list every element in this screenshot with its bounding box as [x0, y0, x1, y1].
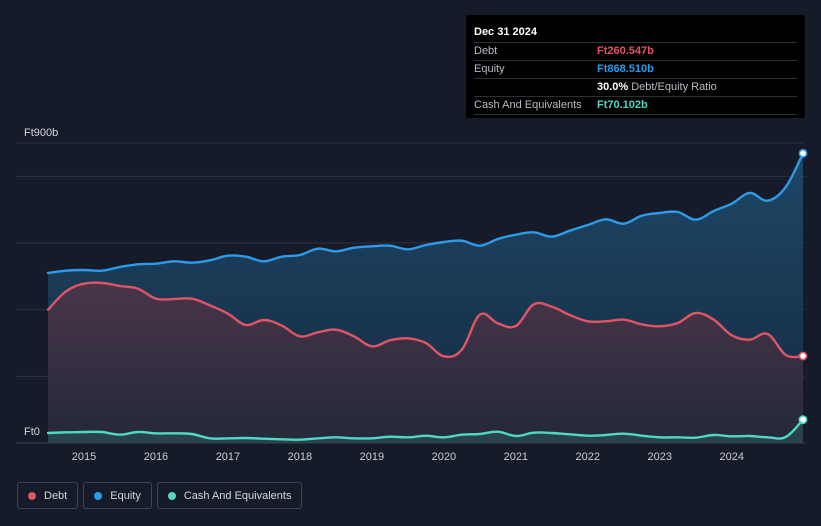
debt-area — [48, 282, 803, 443]
legend-item-equity[interactable]: Equity — [83, 482, 152, 509]
tooltip-debt-label: Debt — [474, 45, 498, 57]
cash-line — [46, 418, 805, 441]
tooltip-debt-value: Ft260.547b — [597, 45, 654, 57]
tooltip-row-equity: Equity Ft868.510b — [474, 60, 797, 78]
equity-dot-icon — [94, 491, 103, 500]
cash-end-marker — [798, 415, 808, 425]
end-markers — [798, 148, 808, 425]
x-tick-label: 2023 — [648, 451, 672, 463]
legend-debt-label: Debt — [44, 489, 68, 502]
debt-dot-icon — [28, 491, 36, 500]
cash-dot-icon — [167, 491, 176, 500]
tooltip-date: Dec 31 2024 — [474, 26, 537, 38]
x-tick-label: 2024 — [720, 451, 744, 463]
tooltip-equity-label: Equity — [474, 63, 505, 75]
legend-item-cash[interactable]: Cash And Equivalents — [156, 482, 303, 509]
legend-equity-label: Equity — [110, 489, 141, 502]
x-tick-label: 2022 — [576, 451, 600, 463]
tooltip-row-cash: Cash And Equivalents Ft70.102b — [474, 96, 797, 115]
tooltip-cash-value: Ft70.102b — [597, 99, 648, 111]
x-tick-label: 2016 — [144, 451, 168, 463]
equity-end-marker — [798, 148, 808, 158]
tooltip-ratio-value: 30.0% — [597, 81, 629, 93]
y-axis-top-label: Ft900b — [24, 127, 58, 139]
series-lines — [46, 152, 805, 441]
series-areas — [48, 153, 803, 444]
chart-legend: Debt Equity Cash And Equivalents — [17, 482, 307, 509]
cash-area — [48, 419, 803, 443]
y-axis-bottom-label: Ft0 — [24, 426, 40, 438]
x-tick-label: 2017 — [216, 451, 240, 463]
x-tick-label: 2019 — [360, 451, 384, 463]
legend-cash-label: Cash And Equivalents — [183, 489, 292, 502]
x-tick-label: 2015 — [72, 451, 96, 463]
debt-line — [46, 281, 805, 359]
legend-item-debt[interactable]: Debt — [17, 482, 79, 509]
tooltip-row-debt: Debt Ft260.547b — [474, 42, 797, 60]
tooltip-equity-value: Ft868.510b — [597, 63, 654, 75]
tooltip-ratio-label: Debt/Equity Ratio — [631, 81, 717, 93]
tooltip-cash-label: Cash And Equivalents — [474, 99, 582, 111]
x-tick-label: 2021 — [504, 451, 528, 463]
tooltip-row-ratio: 30.0% Debt/Equity Ratio — [474, 78, 797, 96]
x-tick-label: 2018 — [288, 451, 312, 463]
equity-line — [46, 152, 805, 275]
x-tick-label: 2020 — [432, 451, 456, 463]
tooltip-panel: Dec 31 2024 Debt Ft260.547b Equity Ft868… — [466, 15, 805, 118]
debt-end-marker — [798, 351, 808, 361]
axis-labels: Ft900b Ft0 2015 2016 2017 2018 2019 2020 2021 202… — [24, 127, 744, 463]
